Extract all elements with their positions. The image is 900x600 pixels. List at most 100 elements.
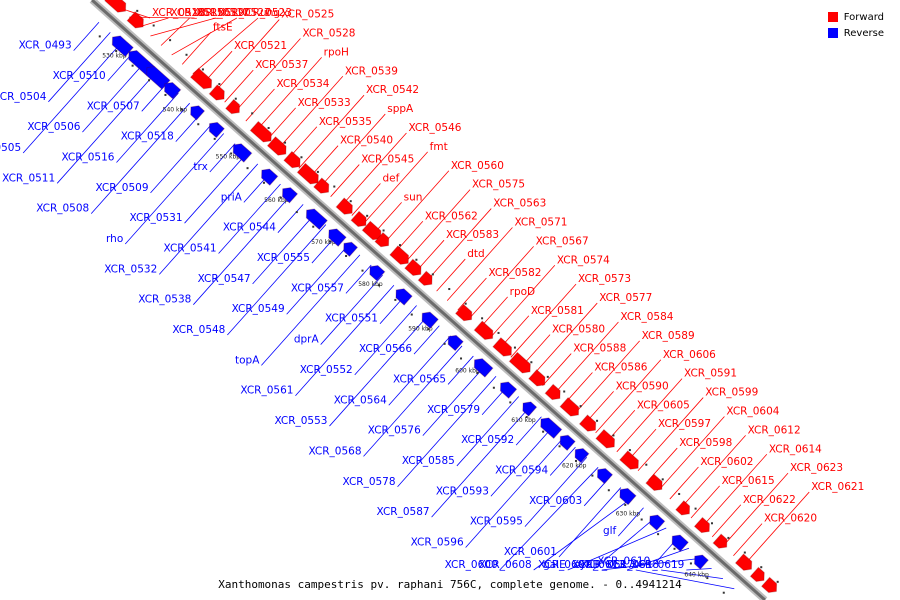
gene-label: XCR_0617 — [581, 559, 634, 571]
gene-label: XCR_0511 — [2, 172, 55, 184]
leader-line — [592, 517, 656, 571]
leader-line — [686, 568, 712, 571]
leader-line — [524, 456, 588, 527]
forward-gene-arrow — [760, 576, 778, 594]
axis-dot — [382, 229, 385, 232]
gene-label: XCR_0505 — [0, 142, 21, 154]
gene-label: XCR_0576 — [368, 425, 421, 437]
leader-line — [340, 132, 407, 207]
reverse-gene-arrow — [395, 288, 413, 306]
leader-line — [531, 302, 598, 377]
axis-dot — [776, 580, 779, 583]
axis-dot — [678, 492, 681, 495]
reverse-gene-arrow — [473, 358, 494, 378]
gene-label: XCR_0622 — [743, 494, 796, 506]
leader-line — [192, 17, 259, 75]
leader-line — [447, 355, 474, 385]
axis-dot — [427, 328, 430, 331]
gene-labels: XCR_0513XCR_0517XCR_0515XCR_0527XCR_0519… — [0, 7, 864, 571]
gene-label: XCR_0534 — [276, 78, 329, 90]
gene-label: dprA — [294, 334, 320, 346]
gene-label: XCR_0517 — [196, 7, 249, 19]
axis-dot — [185, 53, 188, 56]
axis-dot — [316, 170, 319, 173]
gene-label: XCR_0519 — [192, 7, 245, 19]
leader-line — [669, 466, 699, 500]
axis-dot — [596, 419, 599, 422]
leader-line — [465, 436, 565, 548]
leader-line — [48, 32, 111, 103]
leader-line — [107, 52, 134, 82]
forward-gene-arrow — [389, 245, 410, 265]
gene-label: XCR_0553 — [274, 415, 327, 427]
axis-dot — [366, 214, 369, 217]
kbp-ticks: 530 kbp 540 kbp 550 kbp 560 kbp 570 kbp 580 k… — [102, 53, 709, 579]
forward-gene-arrow — [693, 516, 710, 534]
leader-line — [533, 497, 633, 571]
reverse-gene-arrow — [671, 534, 690, 552]
gene-label: XCR_0595 — [470, 516, 523, 528]
leader-line — [351, 183, 381, 216]
genome-caption: Xanthomonas campestris pv. raphani 756C,… — [218, 578, 682, 591]
gene-label: XCR_0557 — [291, 282, 344, 294]
gene-label: XCR_0577 — [599, 292, 652, 304]
leader-line — [733, 523, 763, 557]
gene-label: ftsE — [213, 21, 233, 33]
gene-label: XCR_0618 — [606, 559, 659, 571]
axis-dot — [410, 313, 413, 316]
leader-line — [680, 435, 746, 509]
leader-line — [388, 335, 451, 406]
kbp-tick-label: 640 kbp — [684, 572, 709, 579]
axis-dot — [509, 401, 512, 404]
leader-line — [626, 547, 690, 571]
axis-dot — [180, 108, 183, 111]
kbp-tick-label: 620 kbp — [562, 462, 587, 469]
gene-label: XCR_0603 — [529, 495, 582, 507]
leader-line — [213, 19, 280, 93]
leader-line — [330, 164, 360, 197]
axis-dot — [525, 416, 528, 419]
axis-dot — [136, 9, 139, 12]
axis-dot — [431, 273, 434, 276]
gene-label: glf — [603, 525, 617, 537]
legend: Forward Reverse — [827, 9, 884, 41]
axis-dot — [201, 68, 204, 71]
reverse-gene-arrow — [208, 121, 226, 139]
gene-label: XCR_0597 — [658, 418, 711, 430]
gene-label: XCR_0551 — [325, 313, 378, 325]
axis-dot — [624, 503, 627, 506]
reverse-gene-arrow — [369, 264, 386, 282]
axis-dot — [612, 434, 615, 437]
leader-line — [595, 359, 662, 434]
gene-label: XCR_0533 — [298, 97, 351, 109]
gene-label: XCR_0621 — [811, 481, 864, 493]
axis-line — [91, 0, 766, 600]
gene-label: XCR_0587 — [377, 506, 430, 518]
gene-label: XCR_0604 — [726, 405, 779, 417]
gene-label: XCR_0601 — [504, 546, 557, 558]
axis-dot — [98, 35, 101, 38]
gene-label: XCR_0521 — [234, 40, 287, 52]
axis-dot — [645, 463, 648, 466]
reverse-gene-arrow — [693, 554, 710, 570]
leader-line — [413, 325, 440, 355]
reverse-gene-arrow — [305, 208, 329, 231]
gene-label: XCR_0571 — [514, 216, 567, 228]
leader-line — [193, 193, 293, 305]
axis-dot — [542, 430, 545, 433]
axis-dot — [295, 211, 298, 214]
reverse-gene-arrow — [522, 401, 538, 417]
gene-label: XCR_0579 — [427, 404, 480, 416]
leader-line — [73, 22, 100, 51]
gene-label: XCR_0592 — [461, 434, 514, 446]
gene-label: XCR_0575 — [472, 179, 525, 191]
forward-gene-arrow — [675, 500, 691, 516]
gene-label: XCR_0525 — [281, 9, 334, 21]
leader-line — [56, 72, 156, 184]
axis-dot — [284, 141, 287, 144]
axis-dot — [563, 390, 566, 393]
gene-label: rpoD — [510, 286, 536, 298]
reverse-gene-arrow — [596, 467, 614, 485]
leader-line — [515, 416, 542, 446]
reverse-gene-arrow — [619, 487, 637, 506]
